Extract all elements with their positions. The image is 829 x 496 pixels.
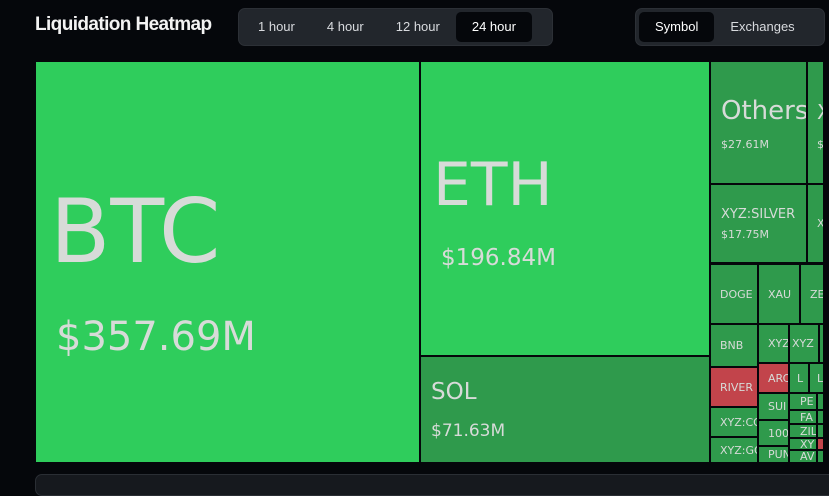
tile-name: XYZ xyxy=(792,337,814,350)
tile-name: XYZ:GO xyxy=(720,443,757,457)
tab-24-hour[interactable]: 24 hour xyxy=(455,12,532,42)
tile-name: X xyxy=(817,217,823,230)
tile-value: $357.69M xyxy=(56,314,256,360)
tile-xyz-co[interactable]: XYZ:CO xyxy=(711,408,757,436)
tile-small[interactable] xyxy=(818,451,823,462)
tile-pe[interactable]: PE xyxy=(790,394,816,409)
tile-name: BNB xyxy=(720,339,744,352)
tile-name: XYZ xyxy=(768,337,788,350)
tab-exchanges[interactable]: Exchanges xyxy=(730,19,795,34)
tile-name: ZE xyxy=(810,287,823,301)
tile-btc[interactable]: BTC $357.69M xyxy=(36,62,419,462)
tile-value: $196.84M xyxy=(441,245,556,271)
bottom-panel xyxy=(35,474,829,496)
tile-zil[interactable]: ZIL xyxy=(790,425,816,437)
tile-value: $17.75M xyxy=(721,228,769,241)
tile-name: ZIL xyxy=(800,425,816,437)
tab-1-hour[interactable]: 1 hour xyxy=(258,19,295,34)
tile-xyz[interactable]: XYZ xyxy=(759,325,788,362)
tile-small-short[interactable] xyxy=(818,439,823,449)
tile-name: PUN xyxy=(768,448,788,461)
tile-name: ARC xyxy=(768,371,788,385)
tile-doge[interactable]: DOGE xyxy=(711,265,757,323)
tile-arc[interactable]: ARC xyxy=(759,364,788,392)
tab-4-hour[interactable]: 4 hour xyxy=(326,19,364,34)
tile-name: XYZ:SILVER xyxy=(721,207,796,222)
tile-ze[interactable]: ZE xyxy=(801,265,823,323)
tile-name: X xyxy=(817,100,823,124)
tile-value: $27.61M xyxy=(721,138,769,151)
tile-value: $71.63M xyxy=(431,421,506,441)
tile-name: XYZ:CO xyxy=(720,415,757,429)
tile-name: RIVER xyxy=(720,380,754,394)
tile-name: XAU xyxy=(768,287,792,301)
tile-name: SOL xyxy=(431,379,477,405)
tile-xyz-silver[interactable]: XYZ:SILVER $17.75M xyxy=(711,185,806,262)
tile-fa[interactable]: FA xyxy=(790,411,816,423)
tile-xy[interactable]: XY xyxy=(790,439,816,449)
tile-name: AV xyxy=(800,451,815,462)
tile-name: BTC xyxy=(50,180,221,283)
tile-name: XY xyxy=(800,439,815,449)
tile-small[interactable] xyxy=(818,425,823,437)
tile-small[interactable] xyxy=(818,394,823,409)
tile-name: L xyxy=(817,371,823,385)
tile-l2[interactable]: L xyxy=(810,364,823,392)
tile-others[interactable]: Others $27.61M xyxy=(711,62,806,183)
tile-pun[interactable]: PUN xyxy=(759,447,788,462)
tile-xau[interactable]: XAU xyxy=(759,265,799,323)
tile-sol[interactable]: SOL $71.63M xyxy=(421,357,709,462)
tile-name: 100 xyxy=(768,426,788,440)
view-selector: Symbol Exchanges xyxy=(635,8,825,46)
tile-small[interactable] xyxy=(820,325,823,362)
tab-symbol[interactable]: Symbol xyxy=(639,12,715,42)
tile-small[interactable] xyxy=(818,411,823,423)
tile-name: SUI xyxy=(768,400,787,413)
tile-name: FA xyxy=(800,411,813,423)
tile-xyz[interactable]: XYZ xyxy=(790,325,818,362)
tile-av[interactable]: AV xyxy=(790,451,816,462)
tile-river[interactable]: RIVER xyxy=(711,368,757,406)
tile-name: PE xyxy=(800,395,814,408)
tile-x2[interactable]: X xyxy=(808,185,823,262)
tile-name: DOGE xyxy=(720,287,753,301)
tile-name: ETH xyxy=(433,150,553,220)
tile-xyz-go[interactable]: XYZ:GO xyxy=(711,438,757,462)
tile-l[interactable]: L xyxy=(790,364,808,392)
tile-x[interactable]: X $ xyxy=(808,62,823,183)
tile-name: L xyxy=(797,371,804,385)
tile-eth[interactable]: ETH $196.84M xyxy=(421,62,709,355)
time-range-selector: 1 hour 4 hour 12 hour 24 hour xyxy=(238,8,553,46)
page-title: Liquidation Heatmap xyxy=(35,14,212,35)
tab-12-hour[interactable]: 12 hour xyxy=(395,19,440,34)
tile-name: Others xyxy=(721,96,806,126)
tile-sui[interactable]: SUI xyxy=(759,394,788,419)
tile-bnb[interactable]: BNB xyxy=(711,325,757,366)
tile-value: $ xyxy=(817,138,823,151)
tile-100[interactable]: 100 xyxy=(759,421,788,445)
